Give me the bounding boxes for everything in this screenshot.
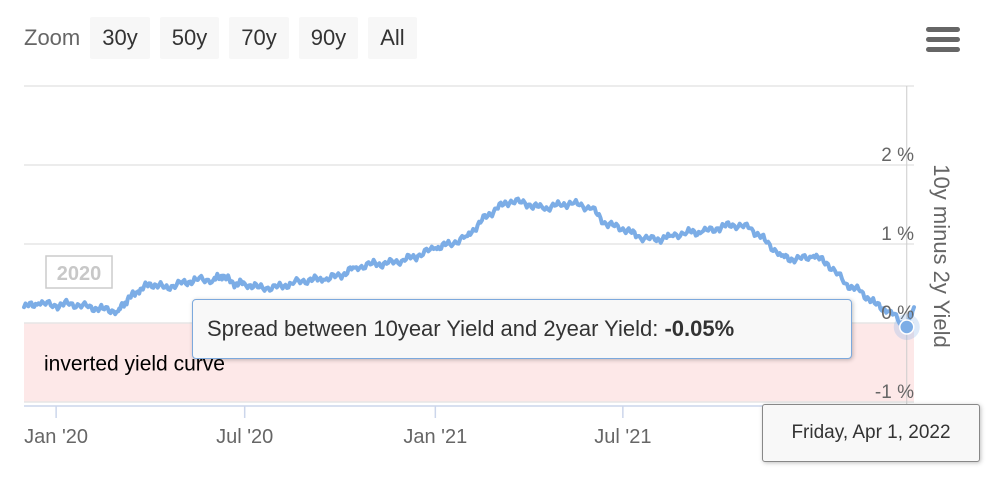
series-tooltip: Spread between 10year Yield and 2year Yi… <box>192 299 852 359</box>
y-axis: -1 % 0 % 1 % 2 % <box>875 145 914 403</box>
y-axis-title: 10y minus 2y Yield <box>929 164 954 347</box>
zoom-toolbar: Zoom 30y 50y 70y 90y All <box>24 17 427 59</box>
y-tick-label: -1 % <box>875 382 914 403</box>
y-tick-label: 0 % <box>881 303 914 324</box>
zoom-50y-button[interactable]: 50y <box>159 17 220 59</box>
hamburger-menu-icon[interactable] <box>926 27 960 53</box>
inverted-yield-band-label: inverted yield curve <box>44 352 225 375</box>
date-tooltip: Friday, Apr 1, 2022 <box>762 404 980 462</box>
hover-point[interactable] <box>898 319 915 335</box>
zoom-all-button[interactable]: All <box>368 17 417 59</box>
y-tick-label: 1 % <box>881 224 914 245</box>
x-tick-label: Jul '21 <box>594 426 651 448</box>
year-label: 2020 <box>57 263 102 285</box>
zoom-90y-button[interactable]: 90y <box>298 17 359 59</box>
zoom-70y-button[interactable]: 70y <box>229 17 289 59</box>
x-tick-label: Jan '20 <box>24 426 88 448</box>
y-tick-label: 2 % <box>881 145 914 166</box>
year-label-box: 2020 <box>45 255 113 289</box>
series-line-spread <box>22 196 916 331</box>
x-tick-label: Jan '21 <box>403 426 467 448</box>
zoom-30y-button[interactable]: 30y <box>90 17 150 59</box>
tooltip-value: -0.05% <box>664 316 735 341</box>
zoom-label: Zoom <box>24 25 81 50</box>
tooltip-label: Spread between 10year Yield and 2year Yi… <box>207 316 659 341</box>
x-tick-label: Jul '20 <box>216 426 273 448</box>
